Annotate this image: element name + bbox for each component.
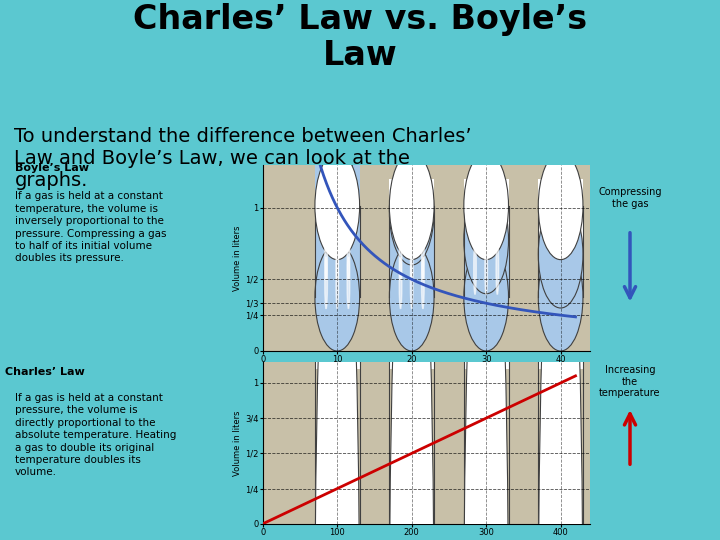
Circle shape <box>347 257 350 309</box>
X-axis label: Pressure in kilograms per square centimeter: Pressure in kilograms per square centime… <box>333 370 521 379</box>
Text: Compressing
the gas: Compressing the gas <box>598 187 662 208</box>
Y-axis label: Volume in liters: Volume in liters <box>233 225 243 291</box>
Circle shape <box>325 257 328 309</box>
Bar <box>390 0 434 369</box>
Bar <box>315 0 359 369</box>
Bar <box>315 179 359 297</box>
Circle shape <box>336 143 338 194</box>
Circle shape <box>325 143 328 194</box>
Ellipse shape <box>539 152 583 260</box>
Bar <box>464 179 508 297</box>
Ellipse shape <box>315 152 359 260</box>
Ellipse shape <box>539 105 583 540</box>
Ellipse shape <box>539 200 583 308</box>
Circle shape <box>474 243 477 294</box>
Circle shape <box>347 143 350 194</box>
Ellipse shape <box>464 186 508 294</box>
Ellipse shape <box>464 152 508 260</box>
Ellipse shape <box>390 0 434 447</box>
Bar <box>464 240 508 297</box>
Ellipse shape <box>390 244 434 351</box>
Circle shape <box>399 228 402 280</box>
Circle shape <box>336 171 338 222</box>
Bar <box>315 125 359 297</box>
Ellipse shape <box>464 105 508 540</box>
Ellipse shape <box>315 0 359 524</box>
Text: To understand the difference between Charles’
Law and Boyle’s Law, we can look a: To understand the difference between Cha… <box>14 126 472 190</box>
Ellipse shape <box>315 0 359 485</box>
Text: Charles’ Law vs. Boyle’s
Law: Charles’ Law vs. Boyle’s Law <box>133 3 587 72</box>
Circle shape <box>347 200 350 252</box>
Ellipse shape <box>390 152 434 260</box>
Ellipse shape <box>315 244 359 351</box>
Circle shape <box>336 257 338 309</box>
Ellipse shape <box>315 72 359 179</box>
Circle shape <box>421 228 424 280</box>
Circle shape <box>325 228 328 280</box>
Ellipse shape <box>315 105 359 540</box>
Circle shape <box>336 228 338 280</box>
Text: If a gas is held at a constant
temperature, the volume is
inversely proportional: If a gas is held at a constant temperatu… <box>14 192 166 264</box>
Circle shape <box>325 171 328 222</box>
Ellipse shape <box>539 0 583 369</box>
Text: If a gas is held at a constant
pressure, the volume is
directly proportional to : If a gas is held at a constant pressure,… <box>14 393 176 477</box>
Ellipse shape <box>464 0 508 524</box>
Bar <box>464 0 508 369</box>
Ellipse shape <box>390 158 434 265</box>
Ellipse shape <box>539 244 583 351</box>
Ellipse shape <box>464 244 508 351</box>
Circle shape <box>410 257 413 309</box>
Text: Increasing
the
temperature: Increasing the temperature <box>599 365 661 398</box>
Y-axis label: Volume in liters: Volume in liters <box>233 410 243 476</box>
Ellipse shape <box>390 105 434 540</box>
Ellipse shape <box>464 0 508 408</box>
Circle shape <box>421 257 424 309</box>
Text: Boyle’s Law: Boyle’s Law <box>14 163 89 173</box>
Circle shape <box>325 200 328 252</box>
Circle shape <box>347 171 350 222</box>
Circle shape <box>410 228 413 280</box>
Ellipse shape <box>539 0 583 524</box>
Bar <box>390 211 434 297</box>
Circle shape <box>336 200 338 252</box>
Bar <box>539 179 583 297</box>
Bar <box>539 0 583 369</box>
Ellipse shape <box>390 0 434 524</box>
Circle shape <box>496 243 499 294</box>
Circle shape <box>485 243 487 294</box>
Bar <box>539 254 583 297</box>
Circle shape <box>347 228 350 280</box>
Text: Charles’ Law: Charles’ Law <box>5 367 85 377</box>
Circle shape <box>399 257 402 309</box>
Bar <box>390 179 434 297</box>
